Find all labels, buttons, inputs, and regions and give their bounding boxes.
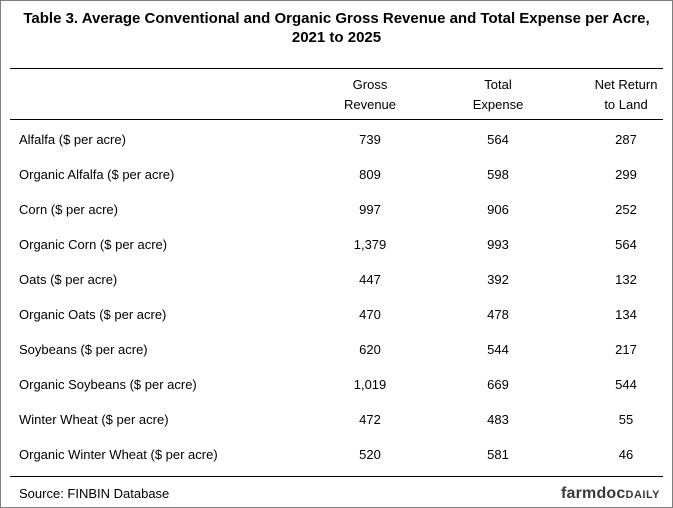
- cell-value: 997: [359, 202, 381, 217]
- column-header: Expense: [472, 97, 524, 112]
- row-label: Oats ($ per acre): [19, 272, 118, 287]
- logo-main: farmdoc: [560, 485, 626, 502]
- cell-value: 287: [615, 132, 637, 147]
- cell-value: 470: [359, 307, 381, 322]
- table-bottom-rule: [10, 476, 663, 477]
- cell-value: 620: [359, 342, 381, 357]
- cell-value: 1,379: [353, 237, 387, 252]
- cell-value: 55: [618, 412, 634, 427]
- cell-value: 472: [359, 412, 381, 427]
- cell-value: 392: [487, 272, 509, 287]
- column-header: Revenue: [343, 97, 397, 112]
- source-note: Source: FINBIN Database: [19, 486, 170, 501]
- title-line: 2021 to 2025: [291, 29, 382, 46]
- header-rule: [10, 119, 663, 120]
- row-label: Organic Corn ($ per acre): [19, 237, 168, 252]
- cell-value: 252: [615, 202, 637, 217]
- row-label: Corn ($ per acre): [19, 202, 118, 217]
- cell-value: 478: [487, 307, 509, 322]
- cell-value: 520: [359, 447, 381, 462]
- cell-value: 809: [359, 167, 381, 182]
- cell-value: 544: [615, 377, 637, 392]
- logo-sub: DAILY: [625, 489, 660, 501]
- logo: farmdocDAILY: [561, 485, 660, 503]
- cell-value: 669: [487, 377, 509, 392]
- cell-value: 598: [487, 167, 509, 182]
- cell-value: 217: [615, 342, 637, 357]
- row-label: Organic Alfalfa ($ per acre): [19, 167, 175, 182]
- row-label: Winter Wheat ($ per acre): [19, 412, 169, 427]
- cell-value: 544: [487, 342, 509, 357]
- cell-value: 564: [615, 237, 637, 252]
- cell-value: 46: [618, 447, 634, 462]
- column-header: Gross: [352, 77, 388, 92]
- title-line: Table 3. Average Conventional and Organi…: [23, 10, 650, 27]
- row-label: Soybeans ($ per acre): [19, 342, 148, 357]
- cell-value: 993: [487, 237, 509, 252]
- cell-value: 447: [359, 272, 381, 287]
- column-header: to Land: [604, 97, 648, 112]
- row-label: Alfalfa ($ per acre): [19, 132, 126, 147]
- cell-value: 739: [359, 132, 381, 147]
- cell-value: 564: [487, 132, 509, 147]
- column-header: Total: [484, 77, 512, 92]
- cell-value: 906: [487, 202, 509, 217]
- title-rule: [10, 68, 663, 69]
- cell-value: 134: [615, 307, 637, 322]
- cell-value: 299: [615, 167, 637, 182]
- cell-value: 483: [487, 412, 509, 427]
- cell-value: 132: [615, 272, 637, 287]
- cell-value: 1,019: [353, 377, 387, 392]
- row-label: Organic Oats ($ per acre): [19, 307, 167, 322]
- row-label: Organic Soybeans ($ per acre): [19, 377, 197, 392]
- row-label: Organic Winter Wheat ($ per acre): [19, 447, 218, 462]
- cell-value: 581: [487, 447, 509, 462]
- column-header: Net Return: [594, 77, 658, 92]
